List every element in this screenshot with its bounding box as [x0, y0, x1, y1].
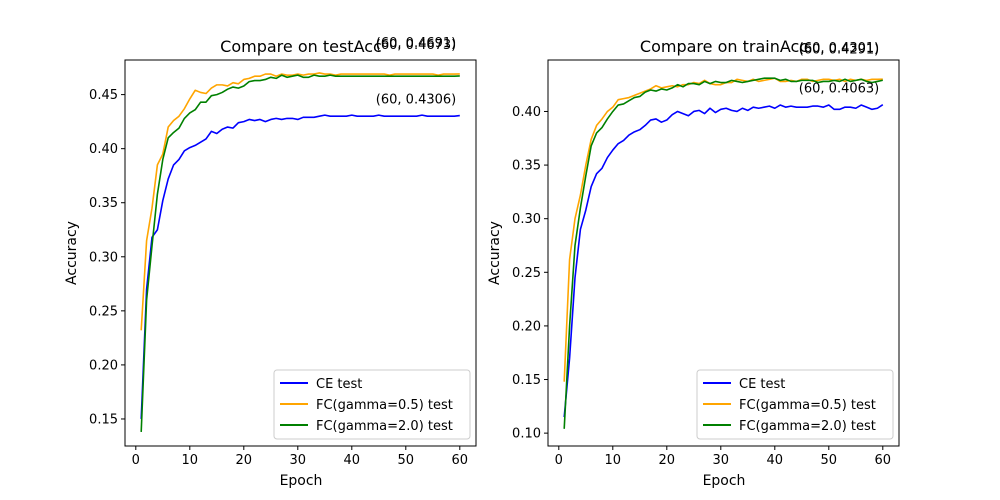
legend-box [273, 369, 471, 440]
x-tick-label: 20 [236, 453, 253, 468]
y-tick-label: 0.20 [512, 319, 541, 334]
axis-ticks: 0 10 20 30 40 50 60 0.10 0.15 0.20 0.25 0.30 0.35 0.4… [512, 105, 891, 468]
x-tick-label: 40 [767, 453, 784, 468]
series-line-fc-gamma-0-5-test [563, 77, 883, 382]
x-axis-label: Epoch [280, 473, 323, 489]
axes-frame [124, 59, 477, 447]
legend-label-ce: CE test [739, 377, 785, 392]
series-line-fc-gamma-2-0-test [563, 77, 883, 429]
legend-label-fc-gamma-0-5: FC(gamma=0.5) test [739, 398, 876, 413]
point-annotation: (60, 0.4673) [376, 38, 456, 53]
y-tick-label: 0.35 [89, 196, 118, 211]
legend-label-fc-gamma-2-0: FC(gamma=2.0) test [739, 419, 876, 434]
point-annotation: (60, 0.4306) [376, 93, 456, 108]
legend-box [696, 369, 894, 440]
series-line-fc-gamma-2-0-test [140, 74, 460, 432]
x-tick-label: 0 [555, 453, 563, 468]
y-tick-label: 0.45 [89, 88, 118, 103]
y-axis-label: Accuracy [64, 221, 80, 285]
x-tick-label: 50 [821, 453, 838, 468]
y-tick-label: 0.10 [512, 427, 541, 442]
y-tick-label: 0.30 [512, 212, 541, 227]
point-annotation: (60, 0.4301) [799, 41, 879, 56]
x-tick-label: 30 [290, 453, 307, 468]
x-tick-label: 60 [452, 453, 469, 468]
x-tick-label: 60 [875, 453, 892, 468]
point-annotations: (60, 0.4691)(60, 0.4673) (60, 0.4306) [376, 36, 456, 108]
legend: CE test FC(gamma=0.5) test FC(gamma=2.0)… [273, 369, 471, 440]
x-tick-label: 20 [659, 453, 676, 468]
plot-area [563, 77, 884, 429]
y-tick-label: 0.15 [89, 412, 118, 427]
y-axis-label: Accuracy [487, 221, 503, 285]
chart-title: Compare on trainAcc [640, 37, 808, 56]
y-tick-label: 0.30 [89, 250, 118, 265]
chart-title: Compare on testAcc [220, 37, 382, 56]
y-tick-label: 0.40 [512, 105, 541, 120]
plot-area [140, 72, 460, 432]
x-tick-label: 40 [344, 453, 361, 468]
chart-train-accuracy: Compare on trainAcc 0 10 20 30 40 50 60 0.10 0.1… [487, 37, 900, 489]
y-tick-label: 0.15 [512, 373, 541, 388]
y-tick-label: 0.25 [512, 266, 541, 281]
legend-label-fc-gamma-0-5: FC(gamma=0.5) test [316, 398, 453, 413]
series-line-ce-test [563, 104, 884, 418]
x-axis-label: Epoch [703, 473, 746, 489]
axes-frame [547, 59, 900, 447]
x-tick-label: 0 [132, 453, 140, 468]
axis-ticks: 0 10 20 30 40 50 60 0.15 0.20 0.25 0.30 0.35 0.40 0.4… [89, 88, 468, 468]
y-tick-label: 0.20 [89, 358, 118, 373]
point-annotation: (60, 0.4063) [799, 82, 879, 97]
legend-label-ce: CE test [316, 377, 362, 392]
legend-label-fc-gamma-2-0: FC(gamma=2.0) test [316, 419, 453, 434]
legend: CE test FC(gamma=0.5) test FC(gamma=2.0)… [696, 369, 894, 440]
y-tick-label: 0.35 [512, 159, 541, 174]
point-annotations: (60, 0.4301)(60, 0.4291) (60, 0.4063) [799, 41, 879, 97]
chart-test-accuracy: Compare on testAcc 0 10 20 30 40 50 60 0.15 0.20… [64, 36, 477, 489]
y-tick-label: 0.25 [89, 304, 118, 319]
point-annotation: (60, 0.4691) [376, 36, 456, 51]
y-tick-label: 0.40 [89, 142, 118, 157]
x-tick-label: 10 [605, 453, 622, 468]
series-line-fc-gamma-0-5-test [140, 72, 460, 331]
x-tick-label: 10 [182, 453, 199, 468]
x-tick-label: 50 [398, 453, 415, 468]
point-annotation: (60, 0.4291) [799, 42, 879, 57]
x-tick-label: 30 [713, 453, 730, 468]
series-line-ce-test [140, 114, 460, 420]
